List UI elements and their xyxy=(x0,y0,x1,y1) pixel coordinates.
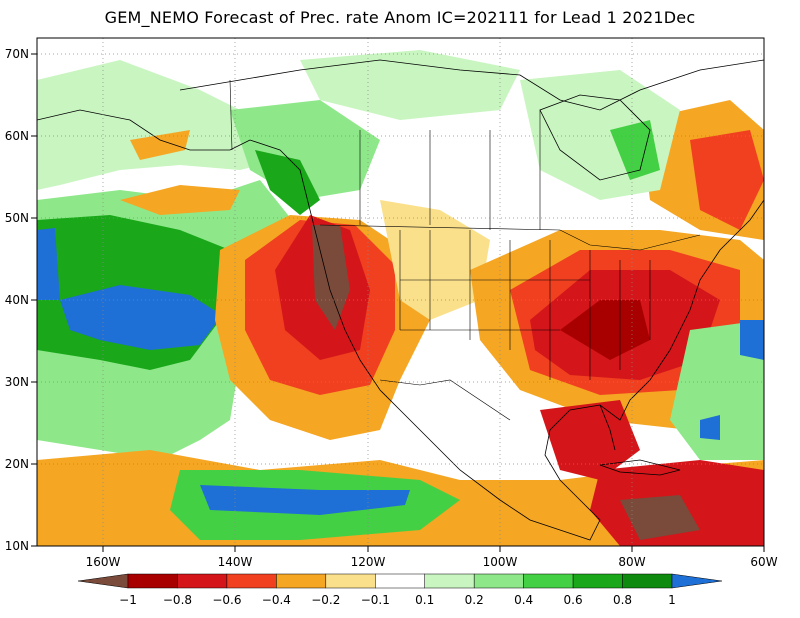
map-title: GEM_NEMO Forecast of Prec. rate Anom IC=… xyxy=(104,8,696,27)
lat-label-40n: 40N xyxy=(5,293,29,307)
state-lines xyxy=(399,230,651,380)
graticule xyxy=(37,38,764,546)
colorbar-label: 0.8 xyxy=(613,593,632,607)
west-coast-dry-core xyxy=(312,225,350,330)
colorbar-label: 0.1 xyxy=(415,593,434,607)
colorbar-arrow-high xyxy=(671,573,723,589)
us-mexico-border xyxy=(379,379,511,421)
lon-label-80w: 80W xyxy=(618,555,645,569)
colorbar-label: −0.6 xyxy=(212,593,241,607)
longitude-labels: 160W 140W 120W 100W 80W 60W xyxy=(86,555,778,569)
aleutian-orange xyxy=(130,130,190,160)
colorbar-segment xyxy=(622,573,673,589)
colorbar-label: 0.4 xyxy=(514,593,533,607)
political-boundaries xyxy=(229,79,701,421)
lon-label-120w: 120W xyxy=(351,555,386,569)
north-america-coast xyxy=(249,139,764,541)
alaska-border xyxy=(229,79,233,151)
colorbar-segment xyxy=(325,573,376,589)
colorbar-segment xyxy=(226,573,277,589)
eastern-dry-core xyxy=(560,300,650,360)
florida-coast xyxy=(599,404,616,451)
arctic-green xyxy=(300,50,520,120)
lon-label-160w: 160W xyxy=(86,555,121,569)
us-canada-border xyxy=(319,224,701,251)
colorbar-segment xyxy=(177,573,228,589)
colorbar-segment xyxy=(572,573,623,589)
interior-light xyxy=(380,200,490,320)
lon-label-60w: 60W xyxy=(750,555,777,569)
quebec-red xyxy=(690,130,764,230)
colorbar-label: −0.1 xyxy=(361,593,390,607)
latitude-labels: 10N 20N 30N 40N 50N 60N 70N xyxy=(5,47,29,553)
colorbar-label: 0.6 xyxy=(564,593,583,607)
gulf-alaska-orange xyxy=(120,185,240,215)
colorbar-label: −0.2 xyxy=(311,593,340,607)
lat-label-20n: 20N xyxy=(5,457,29,471)
colorbar-segment xyxy=(375,573,425,589)
lat-label-60n: 60N xyxy=(5,129,29,143)
cuba-coast xyxy=(599,459,681,476)
colorbar-label: 1 xyxy=(668,593,676,607)
colorbar-segment xyxy=(523,573,574,589)
caribbean-core xyxy=(620,495,700,540)
lat-label-50n: 50N xyxy=(5,211,29,225)
colorbar-label: 0.2 xyxy=(465,593,484,607)
north-pacific-blue xyxy=(37,228,222,350)
colorbar: −1 −0.8 −0.6 −0.4 −0.2 −0.1 0.1 0.2 0.4 0.6 0.8 1 xyxy=(77,573,723,607)
colorbar-label: −0.4 xyxy=(262,593,291,607)
bc-coast-green xyxy=(255,150,320,215)
province-lines xyxy=(359,110,541,230)
colorbar-segment xyxy=(276,573,327,589)
colorbar-segment xyxy=(473,573,524,589)
hudson-green-dark xyxy=(610,120,660,180)
colorbar-label: −1 xyxy=(119,593,137,607)
lat-label-10n: 10N xyxy=(5,539,29,553)
coastlines xyxy=(37,59,764,541)
gulf-mexico-red xyxy=(540,400,640,480)
lat-label-30n: 30N xyxy=(5,375,29,389)
bering-green xyxy=(37,60,280,190)
lat-label-70n: 70N xyxy=(5,47,29,61)
colorbar-arrow-low xyxy=(77,573,129,589)
axis-ticks xyxy=(31,53,765,552)
colorbar-label: −0.8 xyxy=(163,593,192,607)
anomaly-field xyxy=(37,38,764,546)
atlantic-blue xyxy=(700,320,764,440)
lon-label-140w: 140W xyxy=(218,555,253,569)
lon-label-100w: 100W xyxy=(483,555,518,569)
map-frame xyxy=(36,37,765,547)
colorbar-segment xyxy=(127,573,178,589)
colorbar-segment xyxy=(424,573,475,589)
alaska-coast xyxy=(37,109,251,151)
canada-north-coast xyxy=(179,59,764,111)
tropical-blue xyxy=(200,485,410,515)
hudson-bay-coast xyxy=(539,94,651,181)
